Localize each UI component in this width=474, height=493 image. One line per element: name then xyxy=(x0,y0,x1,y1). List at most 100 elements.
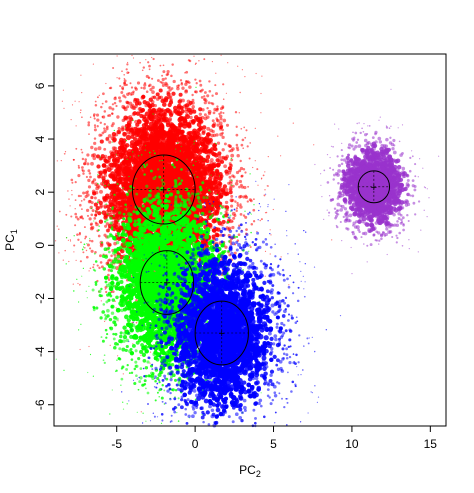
point xyxy=(222,118,227,123)
point xyxy=(179,79,183,82)
point xyxy=(208,80,211,83)
point xyxy=(71,104,74,106)
point xyxy=(97,146,102,151)
point xyxy=(105,222,110,226)
point xyxy=(72,158,75,161)
point xyxy=(75,147,78,150)
point xyxy=(166,92,171,97)
point xyxy=(228,186,233,191)
point xyxy=(103,147,107,151)
point xyxy=(155,92,160,97)
point xyxy=(207,164,214,171)
point xyxy=(213,107,217,112)
point xyxy=(186,148,192,154)
point xyxy=(90,239,94,243)
point xyxy=(90,195,94,200)
point xyxy=(257,184,259,186)
point xyxy=(216,105,219,108)
point xyxy=(123,115,128,120)
point xyxy=(168,88,172,92)
point xyxy=(237,233,241,237)
point xyxy=(81,116,83,119)
point xyxy=(148,106,152,110)
point xyxy=(74,100,76,102)
point xyxy=(280,256,282,258)
point xyxy=(126,157,132,163)
point xyxy=(95,222,99,227)
point xyxy=(120,91,124,94)
point xyxy=(164,77,167,80)
point xyxy=(148,64,151,68)
point xyxy=(216,162,221,167)
point xyxy=(108,140,112,144)
point xyxy=(172,79,176,84)
point xyxy=(288,284,290,286)
point xyxy=(202,136,207,142)
point xyxy=(116,194,122,201)
point xyxy=(130,93,133,96)
point xyxy=(242,167,246,171)
point xyxy=(64,151,67,153)
point xyxy=(238,179,243,184)
point xyxy=(103,320,106,323)
point xyxy=(102,195,106,200)
point xyxy=(61,100,64,102)
point xyxy=(105,290,108,294)
point xyxy=(234,182,239,186)
point xyxy=(156,79,160,82)
point xyxy=(125,134,132,141)
point xyxy=(155,110,161,116)
point xyxy=(79,194,82,198)
point xyxy=(176,129,182,135)
point xyxy=(73,244,76,247)
point xyxy=(249,142,251,144)
point xyxy=(91,288,95,292)
point xyxy=(111,389,113,391)
point xyxy=(99,189,103,194)
point xyxy=(80,241,82,244)
point xyxy=(145,74,149,78)
point xyxy=(218,177,223,181)
point xyxy=(155,131,162,138)
point xyxy=(118,347,122,351)
point xyxy=(91,209,95,213)
point xyxy=(235,207,239,210)
point xyxy=(194,90,198,94)
point xyxy=(260,178,263,180)
point xyxy=(145,90,149,93)
point xyxy=(262,174,265,177)
point xyxy=(139,138,146,145)
point xyxy=(130,134,135,139)
point xyxy=(239,159,242,163)
point xyxy=(135,321,138,324)
point xyxy=(211,123,216,128)
point xyxy=(149,351,152,353)
point xyxy=(125,68,128,71)
point xyxy=(222,83,225,86)
point xyxy=(67,190,69,192)
point xyxy=(86,153,90,157)
point xyxy=(227,171,232,175)
point xyxy=(115,104,118,108)
point xyxy=(84,160,87,163)
point xyxy=(141,69,144,72)
point xyxy=(129,82,132,85)
point xyxy=(220,54,222,56)
point xyxy=(247,250,250,253)
point xyxy=(112,337,116,341)
point xyxy=(74,181,77,184)
point xyxy=(140,354,142,356)
point xyxy=(118,154,123,160)
point xyxy=(117,165,122,170)
point xyxy=(136,186,143,193)
point xyxy=(235,143,239,147)
point xyxy=(145,59,147,61)
point xyxy=(80,74,82,76)
point xyxy=(203,97,207,102)
point xyxy=(151,77,154,80)
point xyxy=(79,216,83,219)
point xyxy=(194,63,196,65)
point xyxy=(129,128,134,133)
point xyxy=(108,199,114,205)
point xyxy=(159,80,162,84)
